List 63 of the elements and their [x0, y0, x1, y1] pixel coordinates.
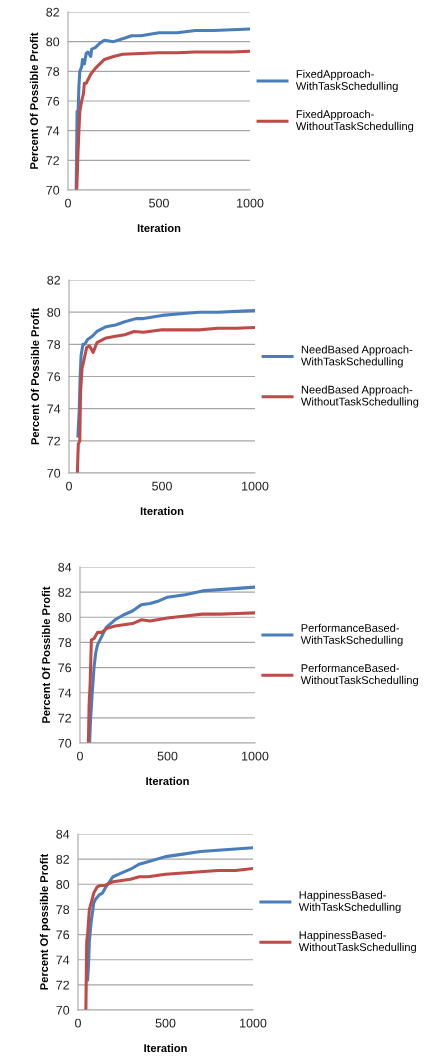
y-tick-label: 82 [56, 854, 70, 864]
y-tick-label: 76 [58, 663, 72, 673]
x-tick-label: 0 [77, 751, 83, 761]
legend-label: PerformanceBased- WithoutTaskSchedulling [300, 663, 418, 687]
y-tick-label: 82 [47, 275, 61, 285]
line-series [75, 325, 255, 473]
y-tick-label: 70 [47, 468, 61, 478]
x-axis-title: Iteration [140, 506, 184, 516]
y-tick-label: 78 [47, 340, 61, 349]
y-tick-label: 78 [58, 638, 72, 648]
legend-label: HappinessBased- WithTaskSchedulling [298, 890, 401, 914]
x-tick-label: 0 [66, 481, 72, 491]
x-tick-label: 500 [155, 1018, 176, 1028]
y-tick-label: 74 [56, 955, 70, 965]
line-series [86, 611, 255, 743]
x-axis-title: Iteration [146, 776, 189, 786]
x-axis-title: Iteration [137, 223, 181, 233]
legend-label: PerformanceBased- WithTaskSchedulling [300, 623, 403, 647]
y-tick-label: 76 [56, 930, 70, 940]
y-tick-label: 76 [46, 96, 60, 106]
legend-label: FixedApproach- WithoutTaskSchedulling [295, 109, 414, 133]
x-axis-title: Iteration [144, 1043, 187, 1053]
y-tick-label: 84 [58, 562, 72, 572]
x-tick-label: 0 [75, 1018, 81, 1028]
legend-label: NeedBased Approach- WithoutTaskSchedulling [300, 385, 419, 408]
y-tick-label: 72 [56, 980, 70, 990]
y-tick-label: 80 [47, 307, 61, 317]
x-tick-label: 1000 [242, 751, 269, 761]
legend-label: FixedApproach- WithTaskSchedulling [295, 69, 398, 93]
y-tick-label: 70 [58, 738, 72, 748]
line-series [84, 867, 253, 1010]
x-tick-label: 1000 [242, 481, 269, 491]
y-axis-title: Percent Of Possible Profit [29, 32, 39, 169]
x-tick-label: 500 [157, 751, 178, 761]
x-tick-label: 1000 [240, 1018, 267, 1028]
y-tick-label: 84 [56, 829, 70, 839]
y-tick-label: 70 [56, 1005, 70, 1015]
y-tick-label: 80 [58, 613, 72, 622]
x-tick-label: 500 [152, 481, 172, 491]
y-tick-label: 74 [58, 688, 72, 698]
y-tick-label: 76 [47, 372, 61, 382]
y-axis-title: Percent Of Possible Profit [41, 586, 51, 723]
x-tick-label: 0 [65, 198, 71, 208]
y-tick-label: 70 [46, 185, 60, 195]
y-tick-label: 80 [46, 37, 60, 47]
y-tick-label: 74 [46, 126, 60, 136]
line-series [88, 585, 255, 743]
y-tick-label: 82 [58, 587, 72, 597]
line-series [86, 846, 253, 982]
y-tick-label: 82 [46, 7, 60, 17]
x-tick-label: 500 [149, 198, 169, 208]
legend-label: HappinessBased- WithoutTaskSchedulling [298, 930, 416, 954]
y-tick-label: 72 [47, 436, 61, 446]
y-tick-label: 80 [56, 880, 70, 889]
y-axis-title: Percent Of possible Profit [39, 853, 51, 990]
y-tick-label: 72 [58, 713, 72, 723]
y-tick-label: 78 [46, 67, 60, 76]
y-tick-label: 78 [56, 905, 70, 915]
y-axis-title: Percent Of Possible Profit [30, 308, 40, 445]
y-tick-label: 72 [46, 156, 60, 165]
y-tick-label: 74 [47, 404, 61, 414]
legend-label: NeedBased Approach- WithTaskSchedulling [300, 345, 413, 368]
x-tick-label: 1000 [237, 198, 264, 208]
